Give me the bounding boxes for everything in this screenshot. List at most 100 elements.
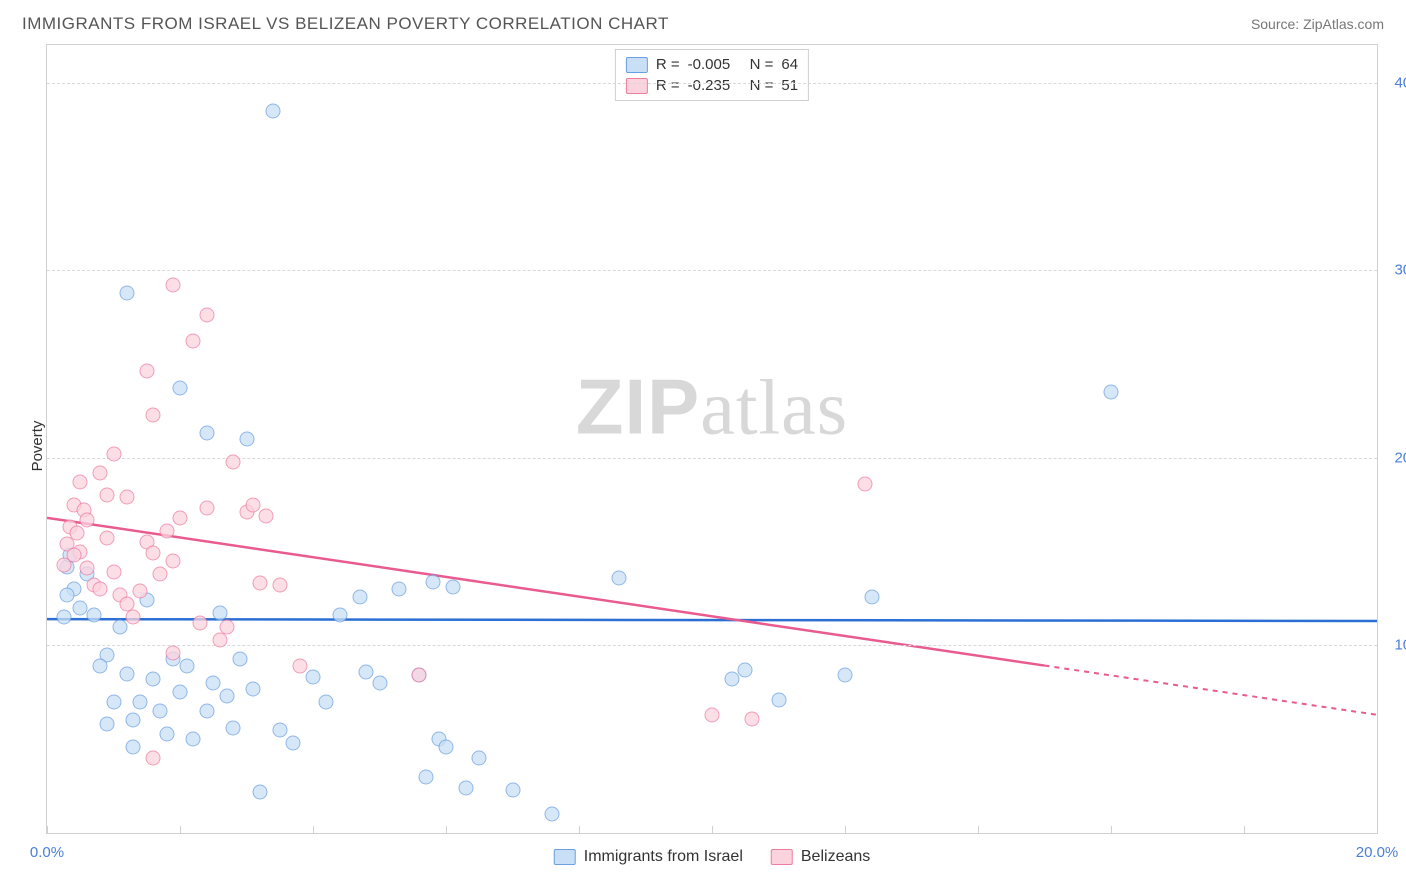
scatter-point bbox=[392, 582, 407, 597]
scatter-point bbox=[724, 672, 739, 687]
x-tick bbox=[1377, 826, 1378, 834]
scatter-point bbox=[219, 689, 234, 704]
scatter-point bbox=[266, 103, 281, 118]
legend-item: Immigrants from Israel bbox=[554, 848, 743, 866]
scatter-point bbox=[99, 488, 114, 503]
scatter-point bbox=[319, 694, 334, 709]
scatter-point bbox=[206, 675, 221, 690]
scatter-point bbox=[99, 531, 114, 546]
scatter-point bbox=[419, 769, 434, 784]
scatter-point bbox=[73, 475, 88, 490]
legend-series: Immigrants from Israel Belizeans bbox=[554, 848, 871, 866]
scatter-point bbox=[179, 659, 194, 674]
scatter-point bbox=[771, 692, 786, 707]
scatter-point bbox=[93, 465, 108, 480]
scatter-point bbox=[226, 720, 241, 735]
scatter-point bbox=[173, 381, 188, 396]
scatter-point bbox=[159, 523, 174, 538]
scatter-point bbox=[545, 807, 560, 822]
scatter-point bbox=[857, 477, 872, 492]
y-tick-label: 10.0% bbox=[1394, 637, 1406, 654]
source-label: Source: ZipAtlas.com bbox=[1251, 16, 1384, 32]
scatter-point bbox=[199, 704, 214, 719]
x-tick bbox=[712, 826, 713, 834]
scatter-point bbox=[159, 726, 174, 741]
x-tick bbox=[1111, 826, 1112, 834]
scatter-point bbox=[119, 490, 134, 505]
y-tick-label: 40.0% bbox=[1394, 74, 1406, 91]
scatter-point bbox=[153, 567, 168, 582]
gridline-h bbox=[47, 458, 1377, 459]
scatter-point bbox=[259, 508, 274, 523]
scatter-point bbox=[192, 615, 207, 630]
gridline-h bbox=[47, 645, 1377, 646]
gridline-h bbox=[47, 83, 1377, 84]
scatter-point bbox=[153, 704, 168, 719]
scatter-point bbox=[133, 583, 148, 598]
scatter-point bbox=[306, 670, 321, 685]
scatter-point bbox=[99, 717, 114, 732]
scatter-point bbox=[226, 454, 241, 469]
scatter-point bbox=[106, 694, 121, 709]
r-label: R = bbox=[656, 77, 680, 94]
scatter-point bbox=[166, 553, 181, 568]
scatter-point bbox=[239, 432, 254, 447]
scatter-point bbox=[126, 713, 141, 728]
y-tick-label: 30.0% bbox=[1394, 262, 1406, 279]
r-value: -0.235 bbox=[688, 77, 742, 94]
legend-label: Belizeans bbox=[801, 848, 870, 866]
r-label: R = bbox=[656, 56, 680, 73]
y-tick-label: 20.0% bbox=[1394, 449, 1406, 466]
scatter-point bbox=[119, 285, 134, 300]
scatter-point bbox=[66, 548, 81, 563]
scatter-point bbox=[173, 685, 188, 700]
scatter-point bbox=[186, 732, 201, 747]
scatter-point bbox=[126, 610, 141, 625]
x-tick-label: 20.0% bbox=[1356, 844, 1399, 861]
scatter-point bbox=[705, 707, 720, 722]
scatter-point bbox=[113, 619, 128, 634]
scatter-point bbox=[93, 659, 108, 674]
scatter-point bbox=[372, 675, 387, 690]
x-tick-label: 0.0% bbox=[30, 844, 64, 861]
gridline-h bbox=[47, 270, 1377, 271]
scatter-point bbox=[133, 694, 148, 709]
scatter-point bbox=[173, 510, 188, 525]
scatter-point bbox=[146, 750, 161, 765]
scatter-point bbox=[252, 576, 267, 591]
scatter-point bbox=[199, 426, 214, 441]
scatter-point bbox=[199, 308, 214, 323]
x-tick bbox=[47, 826, 48, 834]
scatter-point bbox=[73, 600, 88, 615]
scatter-point bbox=[146, 407, 161, 422]
scatter-point bbox=[838, 668, 853, 683]
scatter-point bbox=[252, 784, 267, 799]
scatter-point bbox=[56, 610, 71, 625]
scatter-point bbox=[738, 662, 753, 677]
chart-title: IMMIGRANTS FROM ISRAEL VS BELIZEAN POVER… bbox=[22, 14, 669, 34]
scatter-point bbox=[292, 659, 307, 674]
x-tick bbox=[180, 826, 181, 834]
n-value: 51 bbox=[781, 77, 798, 94]
legend-swatch bbox=[626, 78, 648, 94]
scatter-point bbox=[139, 364, 154, 379]
scatter-point bbox=[445, 580, 460, 595]
x-tick bbox=[845, 826, 846, 834]
scatter-point bbox=[1104, 385, 1119, 400]
scatter-point bbox=[332, 608, 347, 623]
n-value: 64 bbox=[781, 56, 798, 73]
scatter-point bbox=[352, 589, 367, 604]
scatter-point bbox=[93, 582, 108, 597]
scatter-point bbox=[505, 782, 520, 797]
scatter-point bbox=[611, 570, 626, 585]
legend-correlation-row: R = -0.235 N = 51 bbox=[626, 75, 798, 96]
scatter-point bbox=[166, 645, 181, 660]
scatter-point bbox=[126, 739, 141, 754]
scatter-point bbox=[246, 681, 261, 696]
x-tick bbox=[579, 826, 580, 834]
scatter-point bbox=[106, 447, 121, 462]
scatter-point bbox=[286, 735, 301, 750]
scatter-point bbox=[119, 666, 134, 681]
n-label: N = bbox=[750, 77, 774, 94]
scatter-point bbox=[212, 632, 227, 647]
